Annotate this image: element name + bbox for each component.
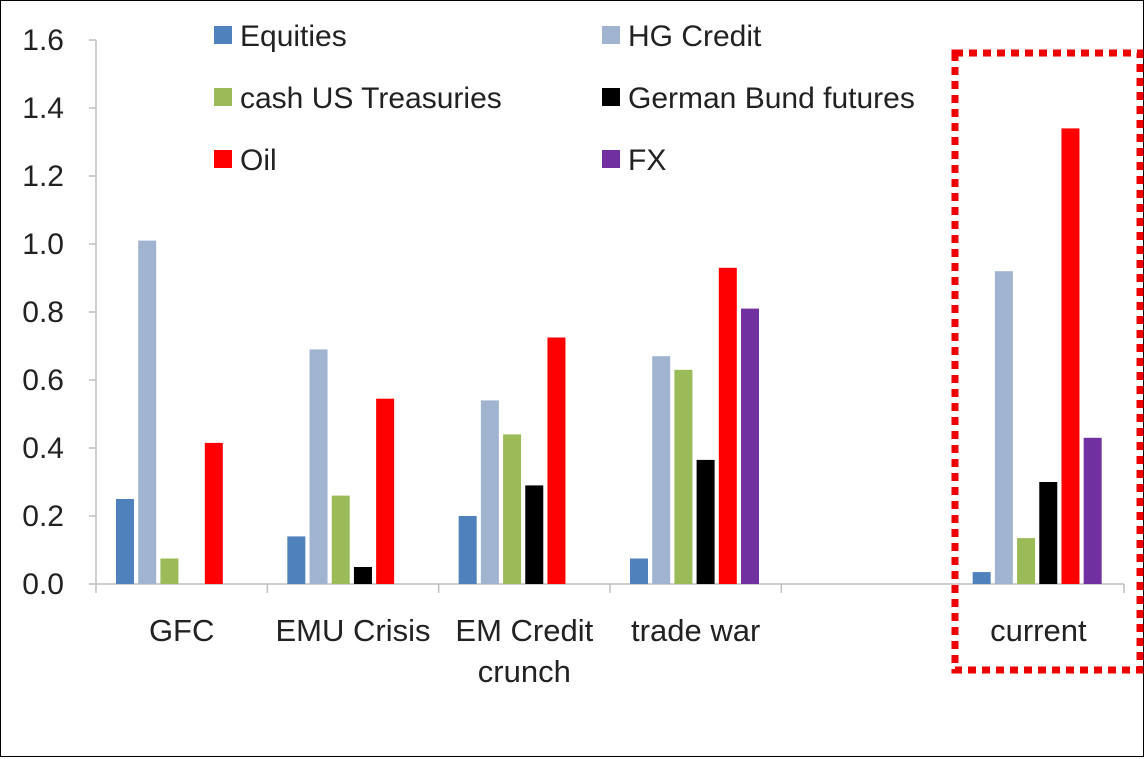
bar-german-bund-futures bbox=[525, 485, 544, 584]
bar-cash-us-treasuries bbox=[160, 558, 179, 584]
y-tick-label: 1.2 bbox=[22, 160, 64, 193]
bar-fx bbox=[741, 308, 759, 584]
y-tick-label: 0.4 bbox=[22, 432, 64, 465]
x-category-label: EMU Crisis bbox=[276, 613, 431, 648]
bar-equities bbox=[630, 558, 648, 584]
legend-label: Equities bbox=[240, 20, 347, 53]
bar-equities bbox=[458, 516, 477, 584]
y-tick-label: 0.2 bbox=[22, 500, 64, 533]
legend-swatch bbox=[602, 88, 620, 106]
bar-fx bbox=[1083, 437, 1102, 584]
legend: Equities HG Credit cash US Treasuries Germa… bbox=[214, 20, 915, 177]
y-tick-label: 1.4 bbox=[22, 92, 64, 125]
x-axis: GFC EMU Crisis EM Credit crunch trade war cur… bbox=[95, 583, 1125, 689]
bar-hg-credit bbox=[652, 356, 671, 584]
x-category-label: crunch bbox=[478, 654, 571, 689]
bar-oil bbox=[376, 398, 395, 584]
highlight-dotted-rect bbox=[951, 49, 1144, 674]
legend-swatch bbox=[602, 26, 620, 44]
legend-swatch bbox=[214, 150, 232, 168]
bar-equities bbox=[287, 536, 306, 584]
current-highlight-box bbox=[951, 49, 1144, 674]
x-category-label: trade war bbox=[631, 613, 760, 648]
bar-cash-us-treasuries bbox=[674, 369, 693, 584]
bar-hg-credit bbox=[138, 240, 157, 584]
bar-german-bund-futures bbox=[1039, 482, 1058, 584]
bars bbox=[116, 128, 1102, 584]
bar-oil bbox=[204, 442, 223, 584]
legend-swatch bbox=[214, 88, 232, 106]
y-tick-label: 0.0 bbox=[22, 568, 64, 601]
bar-oil bbox=[547, 337, 566, 584]
legend-label: FX bbox=[628, 144, 666, 177]
bar-hg-credit bbox=[480, 400, 499, 584]
y-tick-label: 0.8 bbox=[22, 296, 64, 329]
legend-swatch bbox=[214, 26, 232, 44]
y-tick-label: 0.6 bbox=[22, 364, 64, 397]
bar-cash-us-treasuries bbox=[503, 434, 522, 584]
legend-swatch bbox=[602, 150, 620, 168]
bar-cash-us-treasuries bbox=[1017, 538, 1036, 584]
bar-equities bbox=[972, 572, 991, 584]
legend-label: cash US Treasuries bbox=[240, 82, 502, 115]
bar-equities bbox=[116, 499, 134, 584]
bar-german-bund-futures bbox=[696, 459, 715, 584]
bar-oil bbox=[1061, 128, 1080, 584]
bar-oil bbox=[718, 267, 737, 584]
bar-hg-credit bbox=[309, 349, 328, 584]
bar-hg-credit bbox=[994, 271, 1013, 584]
x-category-label: EM Credit bbox=[455, 613, 593, 648]
legend-label: Oil bbox=[240, 144, 277, 177]
legend-label: German Bund futures bbox=[628, 82, 915, 115]
legend-label: HG Credit bbox=[628, 20, 762, 53]
bar-cash-us-treasuries bbox=[331, 495, 350, 584]
x-category-label: GFC bbox=[149, 613, 214, 648]
y-tick-label: 1.0 bbox=[22, 228, 64, 261]
y-tick-label: 1.6 bbox=[22, 24, 64, 57]
bar-german-bund-futures bbox=[353, 567, 372, 584]
x-category-label: current bbox=[990, 613, 1087, 648]
y-axis: 0.0 0.2 0.4 0.6 0.8 1.0 1.2 1.4 1.6 bbox=[22, 24, 97, 601]
